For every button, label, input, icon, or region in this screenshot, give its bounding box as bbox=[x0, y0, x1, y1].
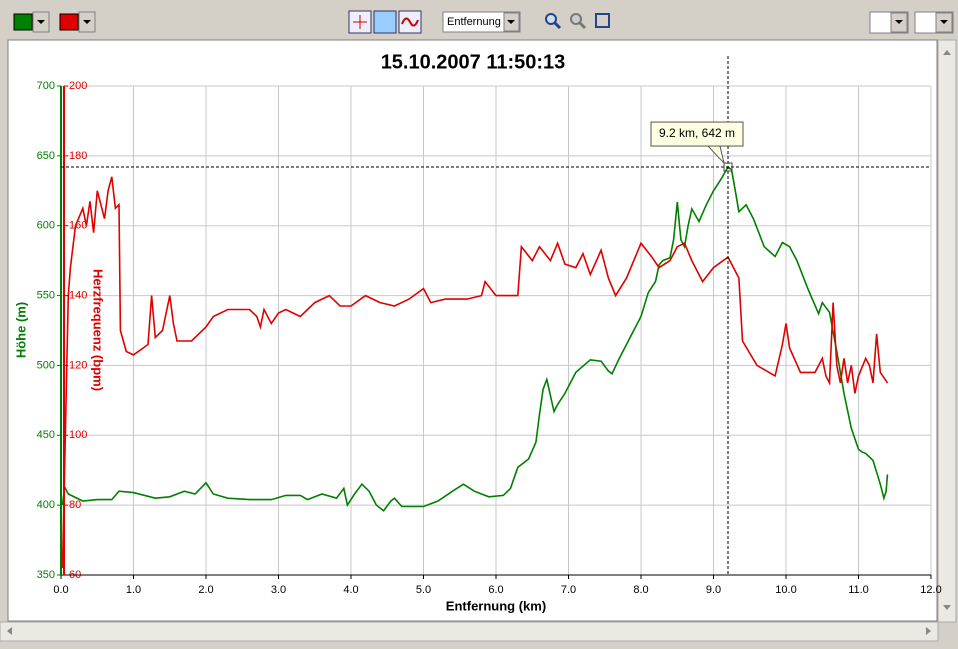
y-tick-label: 350 bbox=[37, 569, 55, 581]
y2-axis-label: Herzfrequenz (bpm) bbox=[91, 269, 106, 391]
crosshair-marker bbox=[723, 162, 733, 172]
y2-tick-label: 120 bbox=[69, 359, 87, 371]
zoom-in[interactable] bbox=[545, 13, 557, 25]
y2-tick-label: 140 bbox=[69, 289, 87, 301]
band-tool[interactable] bbox=[373, 10, 397, 34]
y-tick-label: 450 bbox=[37, 429, 55, 441]
y2-tick-label: 100 bbox=[69, 429, 87, 441]
color-swatch[interactable] bbox=[13, 13, 33, 31]
dropdown-arrow bbox=[83, 20, 91, 24]
chart-title: 15.10.2007 11:50:13 bbox=[381, 51, 566, 73]
dropdown-arrow bbox=[940, 20, 948, 24]
tooltip-text: 9.2 km, 642 m bbox=[659, 126, 735, 140]
horizontal-scrollbar[interactable] bbox=[0, 621, 939, 642]
y-tick-label: 500 bbox=[37, 359, 55, 371]
dropdown-arrow bbox=[895, 20, 903, 24]
color-swatch[interactable] bbox=[59, 13, 79, 31]
dropdown-arrow bbox=[507, 20, 515, 24]
icon bbox=[353, 15, 367, 29]
y-tick-label: 550 bbox=[37, 289, 55, 301]
y2-tick-label: 180 bbox=[69, 150, 87, 162]
y-tick-label: 400 bbox=[37, 499, 55, 511]
zoom-out[interactable] bbox=[570, 13, 582, 25]
y-tick-label: 700 bbox=[37, 80, 55, 92]
x-tick-label: 6.0 bbox=[488, 584, 503, 596]
x-tick-label: 10.0 bbox=[775, 584, 796, 596]
x-tick-label: 3.0 bbox=[271, 584, 286, 596]
axis-combo[interactable] bbox=[442, 11, 521, 33]
zoom-fit[interactable] bbox=[595, 13, 610, 28]
x-tick-label: 1.0 bbox=[126, 584, 141, 596]
y-tick-label: 600 bbox=[37, 220, 55, 232]
x-tick-label: 8.0 bbox=[633, 584, 648, 596]
x-tick-label: 7.0 bbox=[561, 584, 576, 596]
y-axis-label: Höhe (m) bbox=[13, 302, 28, 358]
vertical-scrollbar[interactable] bbox=[937, 39, 957, 623]
x-tick-label: 12.0 bbox=[920, 584, 941, 596]
toolbar: Entfernung bbox=[13, 10, 954, 34]
chart-panel bbox=[7, 39, 938, 622]
x-tick-label: 9.0 bbox=[706, 584, 721, 596]
y2-tick-label: 200 bbox=[69, 80, 87, 92]
tooltip bbox=[650, 121, 744, 147]
series-line bbox=[61, 176, 889, 569]
x-axis-label: Entfernung (km) bbox=[446, 598, 546, 613]
plot: 0.0 1.0 2.0 3.0 4.0 5.0 6.0 7.0 8.0 9.0 10.0 11.0 12… bbox=[37, 56, 942, 596]
y2-tick-label: 80 bbox=[69, 499, 81, 511]
icon bbox=[553, 21, 562, 30]
icon bbox=[401, 17, 419, 27]
y2-tick-label: 160 bbox=[69, 220, 87, 232]
axis-combo-text: Entfernung bbox=[447, 16, 501, 28]
x-tick-label: 11.0 bbox=[848, 584, 869, 596]
x-tick-label: 5.0 bbox=[416, 584, 431, 596]
x-tick-label: 4.0 bbox=[343, 584, 358, 596]
x-tick-label: 2.0 bbox=[198, 584, 213, 596]
icon bbox=[578, 21, 587, 30]
series-line bbox=[61, 165, 889, 512]
dropdown-arrow bbox=[37, 20, 45, 24]
y-tick-label: 650 bbox=[37, 150, 55, 162]
x-tick-label: 0.0 bbox=[53, 584, 68, 596]
